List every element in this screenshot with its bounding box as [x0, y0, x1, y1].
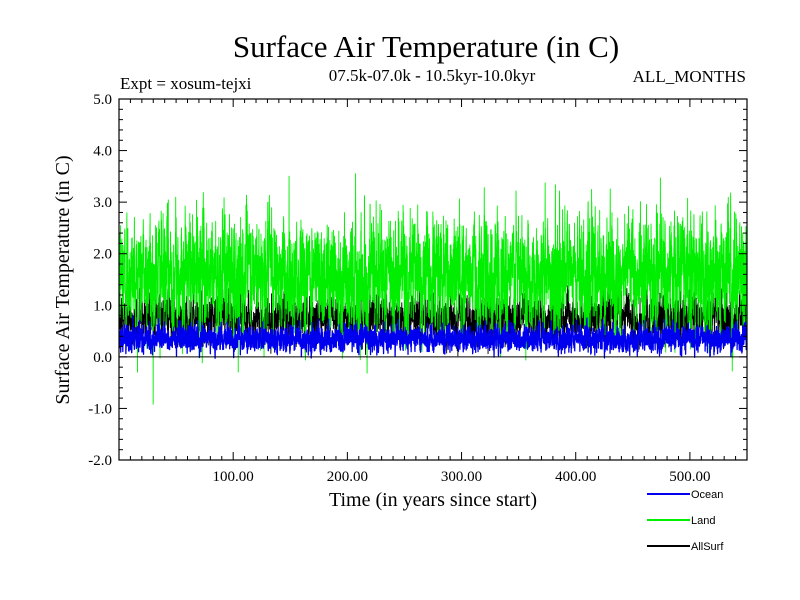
legend-label: Land [691, 515, 715, 527]
plot-area [119, 173, 747, 405]
experiment-label: Expt = xosum-tejxi [120, 74, 252, 93]
series-line-land [119, 173, 747, 405]
y-tick-label: 3.0 [93, 195, 112, 211]
x-axis-title: Time (in years since start) [329, 489, 537, 511]
x-axis-tick-labels: 100.00 200.00 300.00 400.00 500.00 [213, 469, 711, 485]
y-tick-label: 5.0 [93, 92, 112, 108]
x-tick-label: 200.00 [327, 469, 368, 485]
chart-title: Surface Air Temperature (in C) [233, 29, 619, 64]
y-axis-title: Surface Air Temperature (in C) [52, 155, 74, 404]
period-label: 07.5k-07.0k - 10.5kyr-10.0kyr [329, 66, 536, 85]
x-tick-label: 500.00 [669, 469, 710, 485]
legend-item-ocean: Ocean [647, 489, 723, 501]
x-tick-label: 400.00 [555, 469, 596, 485]
axis-ticks [119, 98, 747, 461]
legend-label: AllSurf [691, 541, 724, 553]
months-label: ALL_MONTHS [633, 67, 746, 86]
x-tick-label: 100.00 [213, 469, 254, 485]
legend: Ocean Land AllSurf [647, 489, 724, 553]
series-layer [119, 173, 747, 405]
legend-label: Ocean [691, 489, 723, 501]
y-tick-label: 4.0 [93, 144, 112, 160]
y-tick-label: 1.0 [93, 298, 112, 314]
y-tick-label: -1.0 [88, 401, 112, 417]
series-line-ocean [119, 315, 747, 359]
legend-item-land: Land [647, 515, 715, 527]
legend-item-allsurf: AllSurf [647, 541, 724, 553]
y-tick-label: 0.0 [93, 350, 112, 366]
x-tick-label: 300.00 [441, 469, 482, 485]
y-tick-label: 2.0 [93, 247, 112, 263]
y-tick-label: -2.0 [88, 453, 112, 469]
plot-frame [118, 98, 748, 461]
y-axis-tick-labels: -2.0 -1.0 0.0 1.0 2.0 3.0 4.0 5.0 [88, 92, 112, 469]
